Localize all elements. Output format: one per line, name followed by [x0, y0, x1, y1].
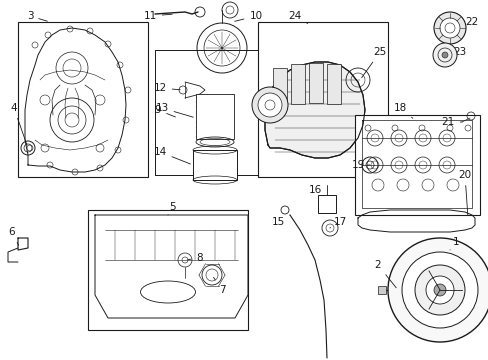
Text: 6: 6: [9, 227, 19, 246]
Bar: [196, 94, 234, 139]
Bar: [354, 115, 479, 215]
Text: 11: 11: [143, 11, 172, 21]
Circle shape: [387, 238, 488, 342]
Text: 21: 21: [441, 117, 461, 127]
Circle shape: [414, 265, 464, 315]
Polygon shape: [264, 62, 364, 158]
Text: 1: 1: [449, 237, 458, 250]
Text: 17: 17: [329, 217, 346, 228]
Bar: [272, 68, 286, 108]
Bar: [258, 22, 387, 177]
Bar: [18, 22, 148, 177]
Text: 3: 3: [27, 11, 47, 21]
Circle shape: [441, 52, 447, 58]
Circle shape: [433, 284, 445, 296]
Text: 15: 15: [271, 215, 289, 227]
Text: 14: 14: [153, 147, 190, 164]
Bar: [377, 286, 385, 294]
Circle shape: [258, 93, 282, 117]
Bar: [193, 150, 237, 180]
Text: 7: 7: [213, 277, 225, 295]
Circle shape: [433, 12, 465, 44]
Text: 18: 18: [392, 103, 412, 118]
Bar: [308, 63, 323, 103]
Bar: [317, 195, 335, 213]
Bar: [290, 64, 305, 104]
Text: 19: 19: [351, 160, 369, 170]
Bar: [88, 210, 247, 330]
Text: 22: 22: [461, 17, 478, 28]
Circle shape: [439, 18, 459, 38]
Text: 20: 20: [458, 170, 470, 215]
Text: 5: 5: [168, 202, 175, 215]
Text: 16: 16: [308, 185, 326, 200]
Circle shape: [251, 87, 287, 123]
Text: 13: 13: [155, 103, 193, 117]
Text: 9: 9: [154, 105, 175, 117]
Circle shape: [401, 252, 477, 328]
Text: 2: 2: [374, 260, 395, 288]
Text: 23: 23: [452, 47, 466, 57]
Text: 24: 24: [288, 11, 307, 23]
Bar: [326, 64, 340, 104]
Text: 25: 25: [361, 47, 386, 78]
Text: 4: 4: [11, 103, 27, 145]
Text: 10: 10: [234, 11, 262, 21]
Text: 8: 8: [187, 253, 203, 263]
Text: 12: 12: [153, 83, 180, 93]
Circle shape: [425, 276, 453, 304]
Circle shape: [432, 43, 456, 67]
